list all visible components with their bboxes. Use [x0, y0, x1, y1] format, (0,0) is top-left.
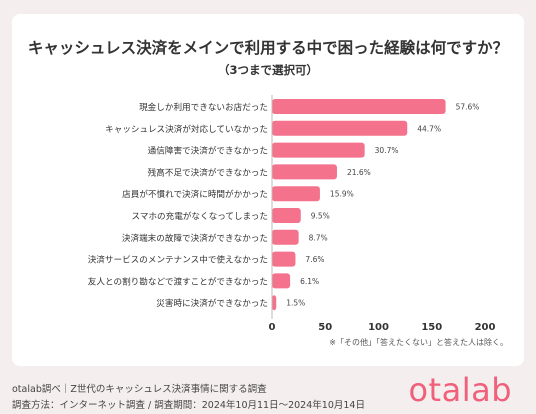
value-label: 7.6% — [305, 255, 324, 264]
bar — [272, 99, 446, 114]
bar — [272, 273, 291, 289]
bar — [272, 186, 320, 202]
x-tick-label: 0 — [269, 322, 276, 333]
category-label: 友人との割り勘などで渡すことができなかった — [88, 275, 268, 287]
value-label: 30.7% — [375, 146, 399, 155]
exclusion-note: ※「その他」「答えたくない」と答えた人は除く。 — [329, 338, 508, 347]
value-label: 21.6% — [347, 168, 371, 177]
chart-card — [12, 14, 524, 366]
value-label: 9.5% — [311, 212, 330, 221]
value-label: 44.7% — [417, 124, 441, 133]
x-tick-label: 150 — [421, 322, 442, 333]
bar — [272, 142, 365, 158]
value-label: 6.1% — [300, 277, 319, 286]
category-label: 店員が不慣れで決済に時間がかかった — [122, 188, 268, 200]
footer-source: otalab調べ｜Z世代のキャッシュレス決済事情に関する調査 — [12, 384, 267, 395]
category-label: 決済端末の故障で決済ができなかった — [122, 232, 268, 244]
value-label: 8.7% — [309, 233, 328, 242]
value-label: 15.9% — [330, 190, 354, 199]
x-tick-label: 200 — [475, 322, 496, 333]
bar — [272, 295, 277, 311]
chart-title: キャッシュレス決済をメインで利用する中で困った経験は何ですか？ — [27, 39, 509, 57]
bar — [272, 208, 301, 223]
bar — [272, 164, 337, 180]
chart-subtitle: （3つまで選択可） — [217, 63, 318, 77]
category-label: スマホの充電がなくなってしまった — [132, 210, 268, 222]
category-label: 決済サービスのメンテナンス中で使えなかった — [88, 254, 268, 266]
footer-method: 調査方法：インターネット調査 / 調査期間：2024年10月11日〜2024年1… — [12, 400, 365, 411]
x-tick-label: 50 — [318, 322, 332, 333]
bar — [272, 229, 299, 245]
category-label: 災害時に決済ができなかった — [156, 297, 268, 309]
otalab-logo: otalab — [408, 371, 512, 409]
category-label: 残高不足で決済ができなかった — [148, 166, 268, 178]
category-label: 現金しか利用できないお店だった — [139, 101, 268, 113]
value-label: 57.6% — [456, 103, 480, 112]
bar — [272, 251, 296, 267]
category-label: 通信障害で決済ができなかった — [148, 145, 268, 157]
bar — [272, 120, 408, 136]
category-label: キャッシュレス決済が対応していなかった — [105, 123, 268, 135]
value-label: 1.5% — [286, 299, 305, 308]
x-tick-label: 100 — [368, 322, 389, 333]
